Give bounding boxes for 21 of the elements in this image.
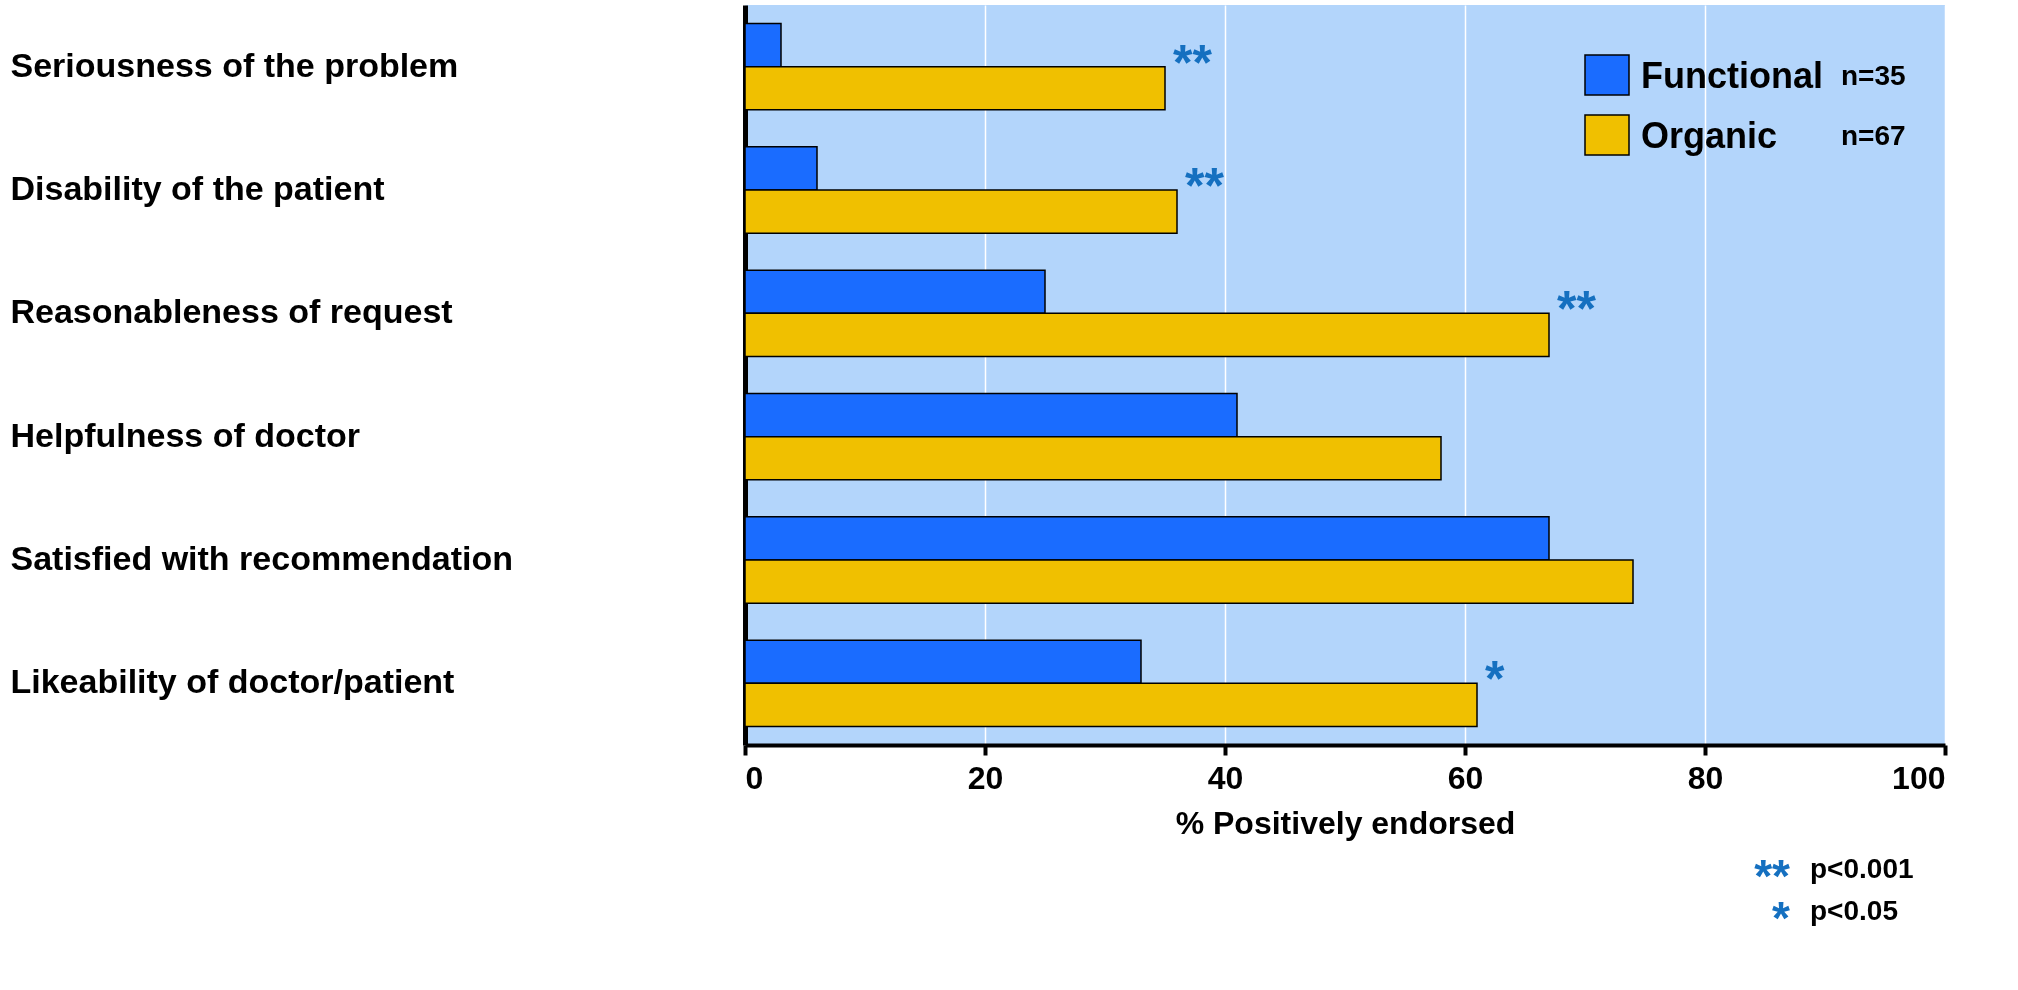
annotation: * [1485,651,1505,708]
y-tick-label: Likeability of doctor/patient [10,662,455,701]
y-tick-label: Satisfied with recommendation [10,539,514,577]
y-tick-label: Helpfulness of doctor [10,415,360,454]
x-tick-label: 20 [967,759,1004,796]
x-tick-label: 40 [1207,759,1244,796]
x-tick-label: 100 [1892,759,1946,796]
y-tick-label: Seriousness of the problem [10,45,459,84]
legend-label: Functional [1641,55,1823,96]
legend-label: Organic [1641,115,1778,156]
x-tick-label: 80 [1687,759,1724,796]
x-tick-label: 60 [1447,759,1484,796]
y-tick-label: Disability of the patient [10,169,385,207]
annotation: ** [1173,34,1213,91]
x-tick-label: 0 [745,759,764,796]
annotation: ** [1185,158,1225,214]
y-tick-label: Reasonableness of request [10,292,453,331]
x-axis-title: % Positively endorsed [1175,804,1516,841]
annotation: n=35 [1841,60,1906,91]
annotation: ** [1557,281,1597,338]
annotation: n=67 [1841,120,1906,151]
